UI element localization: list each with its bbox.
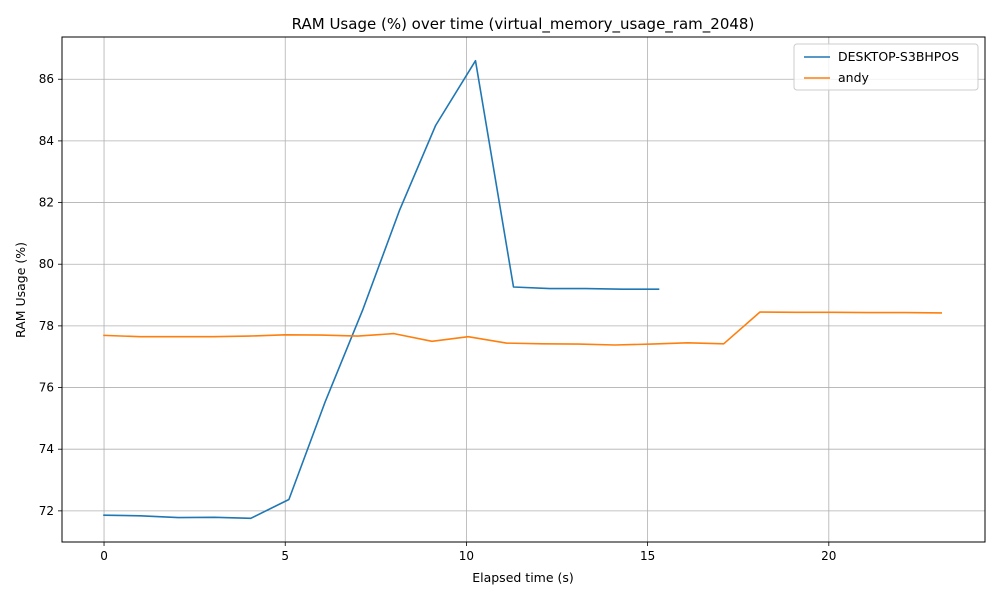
x-axis-label: Elapsed time (s) xyxy=(472,570,574,585)
y-tick-label: 72 xyxy=(39,504,54,518)
series-lines xyxy=(103,59,943,520)
series-line-andy xyxy=(103,311,943,346)
x-tick-label: 20 xyxy=(821,549,836,563)
legend-label-desktop: DESKTOP-S3BHPOS xyxy=(838,49,959,64)
legend-label-andy: andy xyxy=(838,70,870,85)
y-tick-label: 84 xyxy=(39,134,54,148)
x-axis-ticks: 0 5 10 15 20 xyxy=(100,542,836,563)
y-axis-ticks: 72 74 76 78 80 82 84 86 xyxy=(39,72,62,518)
chart-title: RAM Usage (%) over time (virtual_memory_… xyxy=(292,15,755,34)
grid-lines xyxy=(62,37,985,542)
y-tick-label: 74 xyxy=(39,442,54,456)
plot-area-frame xyxy=(61,36,986,543)
x-tick-label: 10 xyxy=(459,549,474,563)
y-tick-label: 76 xyxy=(39,381,54,395)
y-tick-label: 82 xyxy=(39,196,54,210)
legend-box xyxy=(793,43,979,91)
y-tick-label: 78 xyxy=(39,319,54,333)
x-tick-label: 0 xyxy=(100,549,108,563)
series-line-desktop xyxy=(103,59,660,520)
y-tick-label: 86 xyxy=(39,72,54,86)
x-tick-label: 5 xyxy=(281,549,289,563)
legend: DESKTOP-S3BHPOS andy xyxy=(793,43,979,91)
y-tick-label: 80 xyxy=(39,257,54,271)
y-axis-label: RAM Usage (%) xyxy=(13,242,28,338)
x-tick-label: 15 xyxy=(640,549,655,563)
